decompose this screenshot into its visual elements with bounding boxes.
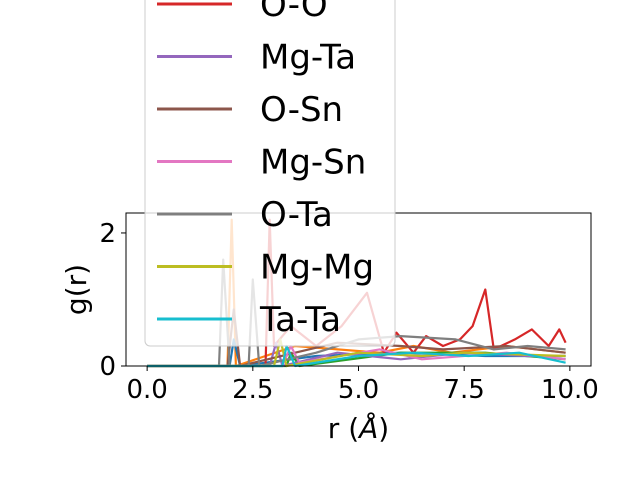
legend-entry: O-Ta xyxy=(157,195,333,235)
series-line-mg-mg xyxy=(147,338,566,368)
legend-entry: Mg-Sn xyxy=(157,143,366,183)
legend-entry: Mg-Mg xyxy=(157,248,374,288)
x-ticks: 0.0 2.5 5.0 7.5 10.0 xyxy=(126,366,599,405)
x-tick-label: 5.0 xyxy=(338,375,379,405)
x-tick-label: 7.5 xyxy=(444,375,485,405)
y-ticks: 02 xyxy=(99,219,126,382)
x-tick-label: 10.0 xyxy=(541,375,599,405)
x-tick-label: 2.5 xyxy=(232,375,273,405)
legend-entry: O-O xyxy=(157,0,328,25)
x-axis-label: r (Å) xyxy=(328,411,389,445)
y-tick-label: 0 xyxy=(99,352,116,382)
legend-label: O-Sn xyxy=(260,90,343,130)
legend-entry: Mg-Ta xyxy=(157,38,356,78)
legend: O-O Mg-Ta O-Sn Mg-Sn O-Ta Mg-Mg Ta-Ta xyxy=(144,0,396,347)
legend-label: Ta-Ta xyxy=(259,300,341,340)
legend-label: O-Ta xyxy=(260,195,333,235)
legend-label: Mg-Ta xyxy=(260,38,356,78)
series-line-ta-ta xyxy=(147,344,566,368)
legend-entry: O-Sn xyxy=(157,90,343,130)
y-axis-label: g(r) xyxy=(60,264,93,315)
legend-label: Mg-Sn xyxy=(260,143,366,183)
x-tick-label: 0.0 xyxy=(126,375,167,405)
legend-box xyxy=(144,0,396,347)
legend-label: Mg-Mg xyxy=(260,248,374,288)
legend-label: O-O xyxy=(260,0,328,25)
legend-entry: Ta-Ta xyxy=(157,300,341,340)
y-tick-label: 2 xyxy=(99,219,116,249)
